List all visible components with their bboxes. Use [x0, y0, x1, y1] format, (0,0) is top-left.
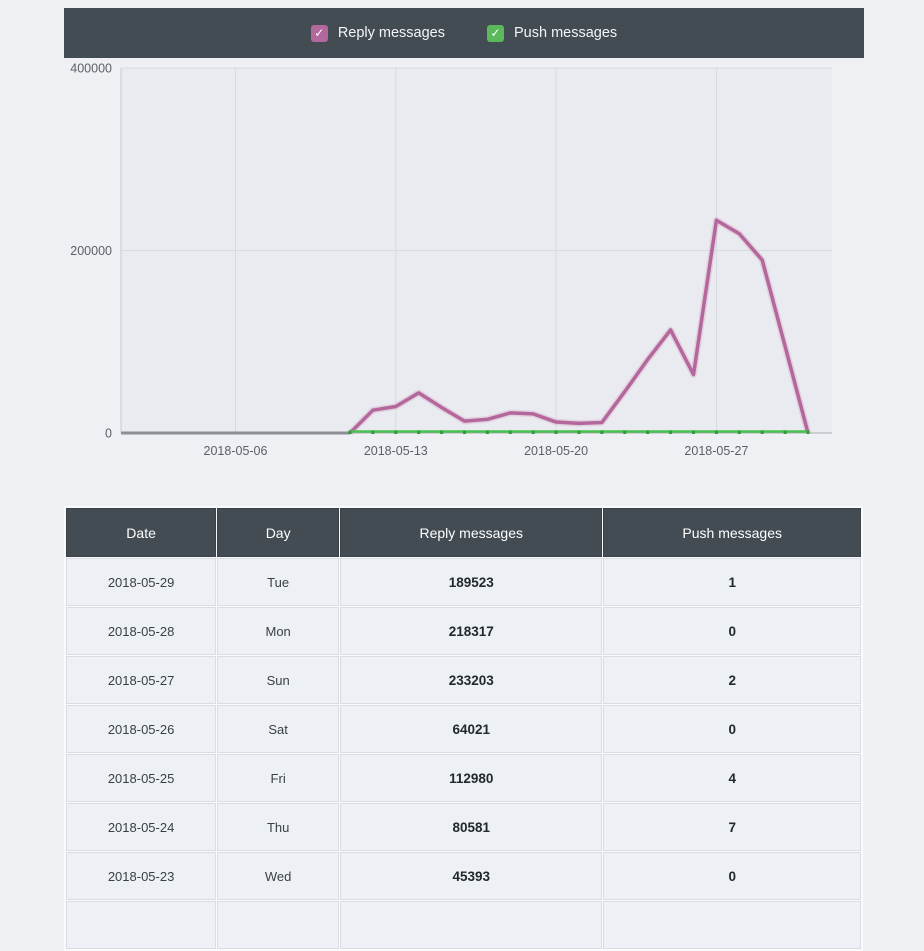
- cell-day: [218, 902, 339, 948]
- column-header-date: Date: [67, 509, 216, 556]
- legend-label: Push messages: [514, 25, 618, 41]
- table-row: 2018-05-27 Sun 233203 2: [67, 657, 860, 703]
- cell-reply-messages: 80581: [341, 804, 602, 850]
- table-row: 2018-05-28 Mon 218317 0: [67, 608, 860, 654]
- svg-text:2018-05-06: 2018-05-06: [204, 444, 268, 458]
- cell-date: 2018-05-28: [67, 608, 216, 654]
- cell-push-messages: 1: [604, 559, 860, 605]
- svg-text:0: 0: [105, 427, 112, 441]
- svg-text:2018-05-13: 2018-05-13: [364, 444, 428, 458]
- cell-day: Fri: [218, 755, 339, 801]
- cell-date: [67, 902, 216, 948]
- table-row: 2018-05-29 Tue 189523 1: [67, 559, 860, 605]
- cell-push-messages: 0: [604, 706, 860, 752]
- column-header-push-messages: Push messages: [604, 509, 860, 556]
- column-header-reply-messages: Reply messages: [341, 509, 602, 556]
- cell-push-messages: 0: [604, 608, 860, 654]
- legend-label: Reply messages: [337, 25, 445, 41]
- push-messages-checkbox-icon[interactable]: ✓: [487, 24, 504, 42]
- cell-push-messages: [604, 902, 860, 948]
- cell-day: Sun: [218, 657, 339, 703]
- svg-text:2018-05-20: 2018-05-20: [524, 444, 588, 458]
- messages-line-chart[interactable]: 0 200000 400000 2018-05-06 2018-05-13 2018-05…: [0, 58, 924, 472]
- cell-date: 2018-05-23: [67, 853, 216, 899]
- cell-push-messages: 4: [604, 755, 860, 801]
- table-row: 2018-05-24 Thu 80581 7: [67, 804, 860, 850]
- cell-day: Mon: [218, 608, 339, 654]
- cell-date: 2018-05-25: [67, 755, 216, 801]
- cell-reply-messages: 45393: [341, 853, 602, 899]
- table-row: 2018-05-23 Wed 45393 0: [67, 853, 860, 899]
- chart-canvas[interactable]: 0 200000 400000 2018-05-06 2018-05-13 2018-05…: [0, 58, 924, 472]
- column-header-day: Day: [218, 509, 339, 556]
- cell-reply-messages: 233203: [341, 657, 602, 703]
- table-row: 2018-05-25 Fri 112980 4: [67, 755, 860, 801]
- cell-day: Sat: [218, 706, 339, 752]
- svg-text:2018-05-27: 2018-05-27: [684, 444, 748, 458]
- legend-item-push-messages[interactable]: ✓ Push messages: [487, 24, 618, 42]
- table-row-partial: [67, 902, 860, 948]
- cell-reply-messages: 64021: [341, 706, 602, 752]
- table-row: 2018-05-26 Sat 64021 0: [67, 706, 860, 752]
- svg-text:400000: 400000: [70, 62, 112, 76]
- cell-day: Thu: [218, 804, 339, 850]
- cell-reply-messages: 218317: [341, 608, 602, 654]
- table-header-row: Date Day Reply messages Push messages: [67, 509, 860, 556]
- chart-legend-bar: ✓ Reply messages ✓ Push messages: [64, 8, 864, 58]
- cell-date: 2018-05-29: [67, 559, 216, 605]
- cell-push-messages: 0: [604, 853, 860, 899]
- cell-date: 2018-05-24: [67, 804, 216, 850]
- cell-reply-messages: 112980: [341, 755, 602, 801]
- svg-text:200000: 200000: [70, 244, 112, 258]
- cell-date: 2018-05-27: [67, 657, 216, 703]
- messages-table-container: Date Day Reply messages Push messages 20…: [64, 506, 863, 951]
- reply-messages-checkbox-icon[interactable]: ✓: [310, 24, 328, 42]
- messages-table: Date Day Reply messages Push messages 20…: [64, 506, 863, 951]
- legend-item-reply-messages[interactable]: ✓ Reply messages: [310, 24, 445, 42]
- cell-date: 2018-05-26: [67, 706, 216, 752]
- cell-reply-messages: [341, 902, 602, 948]
- cell-push-messages: 2: [604, 657, 860, 703]
- cell-day: Tue: [218, 559, 339, 605]
- cell-push-messages: 7: [604, 804, 860, 850]
- cell-day: Wed: [218, 853, 339, 899]
- cell-reply-messages: 189523: [341, 559, 602, 605]
